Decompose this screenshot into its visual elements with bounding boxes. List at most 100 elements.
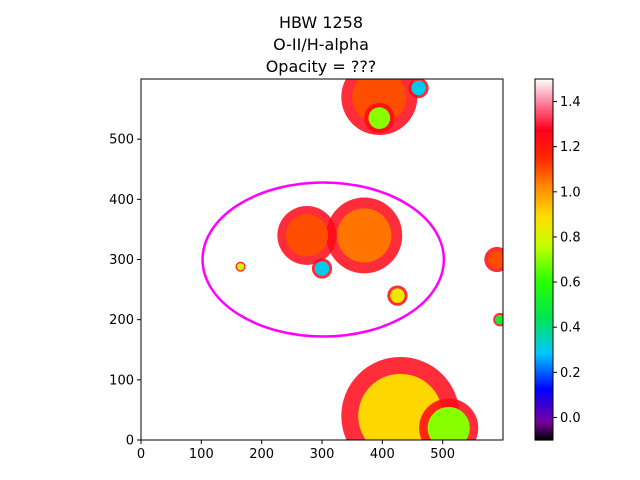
colorbar-segment-89: [535, 257, 553, 261]
colorbar-segment-55: [535, 189, 553, 192]
colorbar-segment-154: [535, 387, 553, 391]
colorbar-segment-133: [535, 345, 553, 349]
colorbar-segment-74: [535, 227, 553, 231]
emission-region-11: [487, 250, 503, 269]
colorbar-segment-94: [535, 267, 553, 271]
colorbar-segment-130: [535, 339, 553, 343]
colorbar-segment-50: [535, 179, 553, 182]
colorbar-segment-82: [535, 243, 553, 247]
colorbar-segment-129: [535, 337, 553, 341]
colorbar-tick-label-3: 0.6: [560, 276, 581, 291]
colorbar-segment-83: [535, 245, 553, 249]
colorbar-segment-90: [535, 259, 553, 263]
colorbar-segment-1: [535, 81, 553, 84]
colorbar-segment-139: [535, 357, 553, 361]
colorbar-tick-label-1: 0.2: [560, 366, 581, 381]
colorbar-segment-46: [535, 171, 553, 174]
colorbar-segment-157: [535, 393, 553, 397]
colorbar-segment-88: [535, 255, 553, 259]
colorbar-segment-45: [535, 169, 553, 172]
colorbar-segment-79: [535, 237, 553, 241]
colorbar-segment-56: [535, 191, 553, 194]
colorbar-segment-12: [535, 103, 553, 106]
colorbar-segment-118: [535, 315, 553, 319]
colorbar-segment-148: [535, 375, 553, 379]
colorbar-segment-17: [535, 113, 553, 116]
colorbar-segment-140: [535, 359, 553, 363]
colorbar-segment-29: [535, 137, 553, 140]
x-tick-label-4: 400: [370, 447, 395, 462]
colorbar-segment-128: [535, 335, 553, 339]
colorbar-segment-167: [535, 413, 553, 417]
colorbar-segment-117: [535, 313, 553, 317]
colorbar-segment-41: [535, 161, 553, 164]
colorbar-segment-0: [535, 79, 553, 82]
colorbar-segment-69: [535, 217, 553, 220]
colorbar-segment-158: [535, 395, 553, 399]
chart-title-line-1: HBW 1258: [279, 13, 363, 32]
y-tick-label-2: 200: [109, 313, 134, 328]
colorbar-segment-64: [535, 207, 553, 210]
colorbar-segment-165: [535, 409, 553, 413]
colorbar-segment-145: [535, 369, 553, 373]
colorbar-segment-39: [535, 157, 553, 160]
colorbar-segment-5: [535, 89, 553, 92]
colorbar-segment-65: [535, 209, 553, 212]
colorbar-segment-59: [535, 197, 553, 200]
colorbar-segment-16: [535, 111, 553, 114]
colorbar-segment-57: [535, 193, 553, 196]
colorbar-segment-110: [535, 299, 553, 303]
colorbar-segment-150: [535, 379, 553, 383]
colorbar-segment-174: [535, 427, 553, 431]
colorbar-segment-37: [535, 153, 553, 156]
colorbar-segment-24: [535, 127, 553, 130]
colorbar-segment-21: [535, 121, 553, 124]
colorbar-segment-20: [535, 119, 553, 122]
colorbar-segment-144: [535, 367, 553, 371]
colorbar-segment-107: [535, 293, 553, 297]
colorbar-segment-116: [535, 311, 553, 315]
colorbar-segment-177: [535, 433, 553, 437]
colorbar-segment-2: [535, 83, 553, 86]
colorbar-segment-112: [535, 303, 553, 307]
emission-region-4: [285, 214, 329, 257]
colorbar-tick-label-2: 0.4: [560, 321, 581, 336]
colorbar-segment-172: [535, 423, 553, 427]
colorbar-segment-127: [535, 333, 553, 337]
colorbar-segment-33: [535, 145, 553, 148]
x-tick-label-1: 100: [189, 447, 214, 462]
colorbar-segment-168: [535, 415, 553, 419]
colorbar-segment-141: [535, 361, 553, 365]
colorbar-segment-108: [535, 295, 553, 299]
colorbar-segment-161: [535, 401, 553, 405]
colorbar-segment-92: [535, 263, 553, 267]
colorbar-segment-87: [535, 253, 553, 257]
emission-region-3: [337, 208, 392, 263]
emission-regions: [235, 79, 503, 440]
colorbar-segment-135: [535, 349, 553, 353]
colorbar-segment-178: [535, 435, 553, 439]
colorbar-segment-113: [535, 305, 553, 309]
colorbar-segment-14: [535, 107, 553, 110]
colorbar-segment-114: [535, 307, 553, 311]
colorbar-segment-149: [535, 377, 553, 381]
colorbar-segment-48: [535, 175, 553, 178]
colorbar-segment-51: [535, 181, 553, 184]
colorbar-segment-98: [535, 275, 553, 279]
colorbar-tick-label-7: 1.4: [560, 95, 581, 110]
colorbar-segment-95: [535, 269, 553, 273]
colorbar-tick-label-4: 0.8: [560, 230, 581, 245]
colorbar-segment-4: [535, 87, 553, 90]
colorbar-segment-146: [535, 371, 553, 375]
colorbar-segment-10: [535, 99, 553, 102]
colorbar-segment-7: [535, 93, 553, 96]
colorbar-segment-52: [535, 183, 553, 186]
colorbar-segment-44: [535, 167, 553, 170]
colorbar-segment-86: [535, 251, 553, 255]
colorbar-segment-164: [535, 407, 553, 411]
colorbar-segment-111: [535, 301, 553, 305]
colorbar-segment-173: [535, 425, 553, 429]
colorbar-segment-125: [535, 329, 553, 333]
y-tick-label-0: 0: [126, 434, 134, 449]
colorbar-segment-106: [535, 291, 553, 295]
